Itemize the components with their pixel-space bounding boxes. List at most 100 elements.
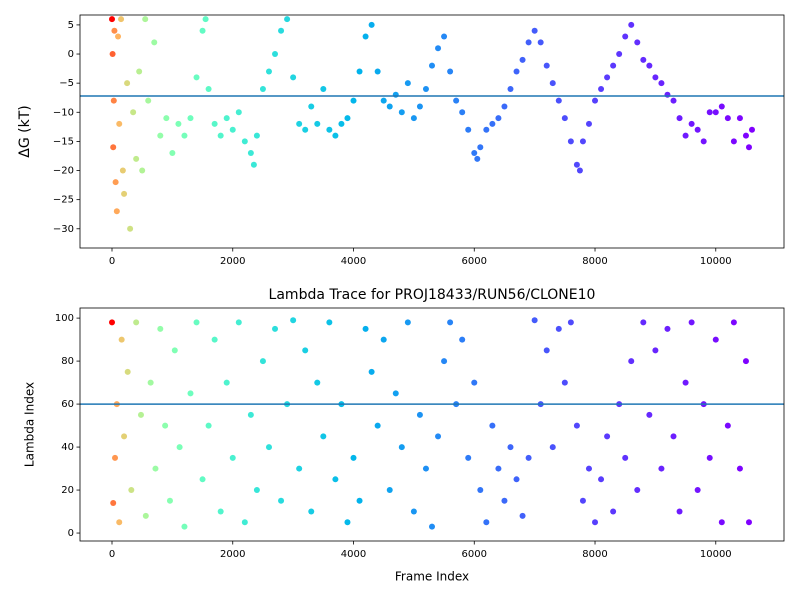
point [308,103,315,110]
point [112,454,119,461]
point [171,347,178,354]
point [688,120,695,127]
point [272,325,279,332]
point [332,476,339,483]
point [152,465,159,472]
point [320,433,327,440]
point [229,126,236,133]
point [350,454,357,461]
point [151,39,158,46]
point [332,132,339,139]
point [253,487,260,494]
point [616,51,623,58]
point [549,80,556,87]
point [676,508,683,515]
point [392,390,399,397]
point [646,411,653,418]
point [320,85,327,92]
point [730,138,737,145]
point [163,115,170,122]
point [628,21,635,28]
point [634,487,641,494]
x-tick-label: 6000 [462,256,487,267]
point [749,126,755,133]
point [694,126,701,133]
y-tick-label: 20 [61,485,74,496]
point [410,508,417,515]
point [447,319,454,326]
point [519,56,526,63]
x-tick-label: 10000 [700,256,732,267]
point [416,103,423,110]
point [471,379,478,386]
point [592,519,599,526]
point [706,454,713,461]
point [380,336,387,343]
point [745,519,752,526]
point [187,390,194,397]
point [742,358,749,365]
point [115,33,122,40]
point [118,336,125,343]
point [474,155,481,162]
point [362,33,369,40]
point [157,325,164,332]
point [585,120,592,127]
point [247,411,254,418]
point [422,85,429,92]
point [308,508,315,515]
point [706,109,713,116]
point [112,179,119,186]
point [181,523,188,530]
y-tick-label: −25 [53,195,74,206]
x-tick-label: 4000 [341,256,366,267]
x-tick-label: 2000 [220,256,245,267]
point [634,39,641,46]
y-axis-label: ΔG (kT) [17,105,33,157]
point [176,444,183,451]
point [265,68,272,75]
point [567,319,574,326]
point [166,497,173,504]
y-tick-label: 100 [55,313,74,324]
point [362,325,369,332]
point [142,512,149,519]
point [531,317,538,324]
point [199,27,206,34]
point [429,523,435,530]
x-axis-label: Frame Index [395,570,469,584]
point [338,120,345,127]
point [350,97,357,104]
point [278,497,285,504]
point [398,109,405,116]
chart-title: Lambda Trace for PROJ18433/RUN56/CLONE10 [269,287,596,303]
point [247,150,254,157]
point [742,132,749,139]
point [374,68,381,75]
point [368,368,375,375]
y-tick-label: −5 [59,78,74,89]
point [109,16,115,23]
point [435,433,442,440]
point [435,45,442,52]
x-tick-label: 10000 [700,549,732,560]
point [745,144,752,151]
point [422,465,429,472]
point [137,411,144,418]
y-tick-label: 40 [61,442,74,453]
y-tick-label: 5 [68,20,74,31]
point [133,319,140,326]
point [157,132,164,139]
point [404,319,411,326]
point [646,62,653,69]
point [652,347,659,354]
point [118,16,125,23]
point [537,39,544,46]
point [386,487,393,494]
point [404,80,411,87]
point [664,325,671,332]
point [640,319,647,326]
point [235,319,242,326]
point [121,190,128,197]
